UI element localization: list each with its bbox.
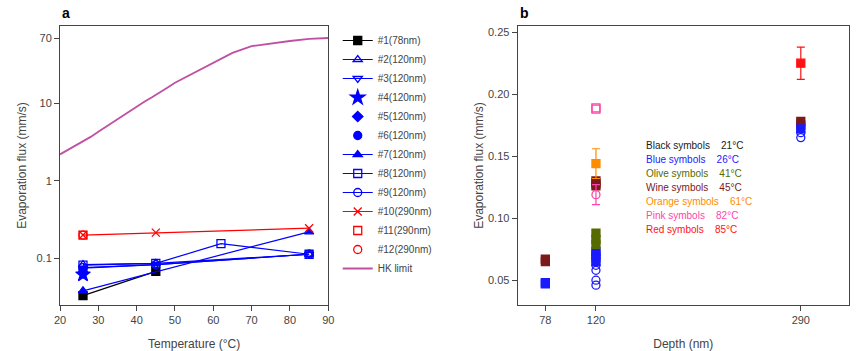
svg-text:Pink symbols 82°C: Pink symbols 82°C [646,210,738,221]
svg-text:0.25: 0.25 [488,26,509,38]
svg-text:#8(120nm): #8(120nm) [378,168,426,179]
svg-text:1: 1 [46,175,52,187]
svg-text:0.1: 0.1 [37,252,52,264]
svg-text:60: 60 [207,314,219,326]
svg-text:Evaporation flux (mm/s): Evaporation flux (mm/s) [15,102,29,229]
svg-text:Blue symbols 26°C: Blue symbols 26°C [646,154,739,165]
svg-text:90: 90 [322,314,334,326]
svg-text:#6(120nm): #6(120nm) [378,130,426,141]
svg-text:0.15: 0.15 [488,150,509,162]
svg-text:Olive symbols 41°C: Olive symbols 41°C [646,168,742,179]
svg-text:#3(120nm): #3(120nm) [378,73,426,84]
svg-text:Depth (nm): Depth (nm) [653,337,713,351]
svg-text:b: b [520,5,529,21]
svg-text:50: 50 [169,314,181,326]
svg-text:#4(120nm): #4(120nm) [378,92,426,103]
svg-text:78: 78 [539,314,551,326]
svg-text:70: 70 [40,32,52,44]
svg-text:HK limit: HK limit [378,263,413,274]
svg-text:80: 80 [284,314,296,326]
svg-text:30: 30 [92,314,104,326]
svg-text:Black symbols 21°C: Black symbols 21°C [646,140,743,151]
svg-text:#2(120nm): #2(120nm) [378,54,426,65]
svg-text:a: a [62,5,70,21]
svg-text:Red symbols 85°C: Red symbols 85°C [646,224,737,235]
svg-text:Orange symbols 61°C: Orange symbols 61°C [646,196,752,207]
svg-text:0.20: 0.20 [488,88,509,100]
svg-text:Evaporation flux (mm/s): Evaporation flux (mm/s) [472,102,486,229]
svg-text:#9(120nm): #9(120nm) [378,187,426,198]
svg-text:#11(290nm): #11(290nm) [378,225,431,236]
svg-text:Temperature (°C): Temperature (°C) [148,337,240,351]
svg-text:Wine symbols 45°C: Wine symbols 45°C [646,182,742,193]
svg-text:#10(290nm): #10(290nm) [378,206,432,217]
svg-text:#1(78nm): #1(78nm) [378,35,421,46]
svg-text:0.10: 0.10 [488,212,509,224]
svg-text:70: 70 [245,314,257,326]
svg-text:#5(120nm): #5(120nm) [378,111,426,122]
svg-text:120: 120 [587,314,605,326]
svg-text:290: 290 [792,314,810,326]
svg-text:10: 10 [40,97,52,109]
svg-text:0.05: 0.05 [488,274,509,286]
svg-text:40: 40 [131,314,143,326]
svg-text:#12(290nm): #12(290nm) [378,244,432,255]
svg-text:#7(120nm): #7(120nm) [378,149,426,160]
svg-text:20: 20 [54,314,66,326]
